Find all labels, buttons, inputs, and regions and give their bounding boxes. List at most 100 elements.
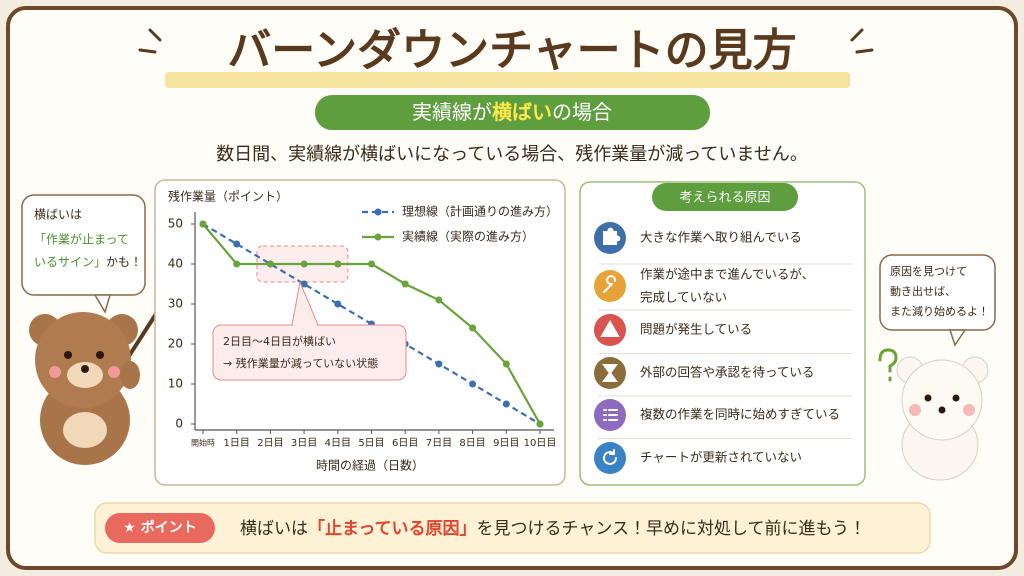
- bubble-highlight: いるサイン」: [34, 255, 106, 269]
- x-axis-label: 時間の経過（日数）: [316, 458, 424, 473]
- title-underline: [165, 72, 850, 88]
- cause-text: 問題が発生している: [640, 322, 752, 337]
- legend-marker: [374, 208, 382, 216]
- x-tick-label: 1日目: [224, 438, 250, 449]
- chart: 0 10 20 30 40 50 開始時 1日目 2日目 3日目 4日目 5日目 6日目 7日目 8日目 9日…: [168, 204, 558, 450]
- bubble-text: 「作業が止まって: [34, 232, 129, 247]
- x-tick-label: 10日目: [524, 438, 557, 449]
- data-point: [199, 220, 207, 228]
- data-point: [469, 380, 477, 388]
- point-banner: [94, 502, 931, 554]
- cause-text: 外部の回答や承認を待っている: [640, 365, 814, 380]
- y-tick-label: 20: [168, 337, 183, 351]
- bubble-text: 動き出せば、: [890, 284, 956, 298]
- x-tick-label: 4日目: [325, 438, 351, 449]
- description: 数日間、実績線が横ばいになっている場合、残作業量が減っていません。: [216, 144, 808, 165]
- data-point: [435, 296, 443, 304]
- bear-nose: [938, 406, 946, 414]
- y-tick-label: 40: [168, 257, 183, 271]
- data-point: [300, 260, 308, 268]
- causes-panel: [579, 181, 866, 486]
- title-decoration: [138, 28, 874, 54]
- data-point: [334, 300, 342, 308]
- x-tick-label: 5日目: [358, 438, 384, 449]
- callout-cover: [293, 324, 317, 327]
- bubble-text: かも！: [106, 255, 142, 269]
- y-axis-label: 残作業量（ポイント）: [168, 190, 288, 204]
- point-badge: [105, 513, 215, 543]
- annotation: 2日目〜4日目が横ばい: [223, 334, 336, 348]
- x-tick-label: 開始時: [191, 438, 215, 448]
- cause-icon-glyph: [603, 409, 618, 421]
- legend-label: 理想線（計画通りの進み方）: [402, 204, 558, 219]
- speech-bubble: [21, 194, 146, 296]
- bear-cheek: [963, 404, 975, 416]
- causes-title: 考えられる原因: [679, 191, 770, 206]
- data-point: [435, 360, 443, 368]
- point-badge-text: ★ ポイント: [123, 519, 196, 536]
- x-tick-label: 2日目: [257, 438, 283, 449]
- bubble-text: いるサイン」かも！: [34, 255, 142, 269]
- x-tick-label: 3日目: [291, 438, 317, 449]
- bear-brown: [29, 298, 167, 465]
- bear-belly: [63, 412, 107, 448]
- bear-head: [901, 359, 983, 441]
- y-tick-label: 0: [175, 417, 183, 431]
- speech-bubble: [879, 254, 996, 331]
- bear-eye: [96, 351, 104, 359]
- cause-icon-glyph: [603, 449, 617, 465]
- data-point: [300, 280, 308, 288]
- bear-cheek: [49, 366, 61, 378]
- causes-title-pill: [652, 183, 798, 211]
- deco-stroke: [855, 48, 874, 54]
- cause-icon-glyph: [602, 364, 618, 382]
- cause-text: 完成していない: [640, 290, 727, 305]
- bear-eye: [64, 351, 72, 359]
- data-point: [233, 260, 241, 268]
- bear-eye: [924, 394, 932, 402]
- bear-arm: [120, 361, 140, 389]
- bubble-text: 横ばいは: [34, 208, 82, 222]
- point-text-part: を見つけるチャンス！早めに対処して前に進もう！: [476, 519, 865, 539]
- y-tick-label: 30: [168, 297, 183, 311]
- subtitle-highlight: 横ばい: [492, 100, 552, 124]
- data-point: [266, 260, 274, 268]
- data-point: [502, 360, 510, 368]
- cause-icon: [594, 442, 626, 474]
- point-text: 横ばいは「止まっている原因」を見つけるチャンス！早めに対処して前に進もう！: [240, 518, 866, 539]
- data-point: [502, 400, 510, 408]
- bear-muzzle: [67, 362, 103, 388]
- x-tick-label: 8日目: [459, 438, 485, 449]
- bear-cheek: [108, 366, 120, 378]
- subtitle-text: 実績線が: [412, 100, 492, 124]
- x-tick-label: 7日目: [426, 438, 452, 449]
- legend-label: 実績線（実際の進み方）: [402, 229, 534, 244]
- cause-icon-glyph: [603, 275, 617, 293]
- x-tick-label: 6日目: [392, 438, 418, 449]
- subtitle-text: の場合: [552, 100, 612, 124]
- bubble-tail: [948, 329, 967, 347]
- cause-icon-glyph: [600, 319, 620, 337]
- deco-stroke: [850, 28, 864, 42]
- x-tick-label: 9日目: [493, 438, 519, 449]
- subtitle-pill: [315, 95, 710, 130]
- question-mark: [878, 348, 898, 382]
- deco-stroke: [138, 48, 157, 54]
- bear-eye: [952, 394, 960, 402]
- bear-cheek: [909, 404, 921, 416]
- subtitle: 実績線が横ばいの場合: [412, 100, 612, 124]
- cause-text: チャートが更新されていない: [640, 450, 802, 465]
- data-point: [401, 280, 409, 288]
- y-tick-label: 10: [168, 377, 183, 391]
- bear-white: [878, 348, 989, 481]
- data-point: [334, 260, 342, 268]
- cause-icon-glyph: [603, 227, 621, 245]
- data-point: [536, 420, 544, 428]
- y-tick-label: 50: [168, 217, 183, 231]
- deco-stroke: [148, 28, 162, 42]
- bubble-tail: [93, 294, 112, 314]
- data-point: [469, 324, 477, 332]
